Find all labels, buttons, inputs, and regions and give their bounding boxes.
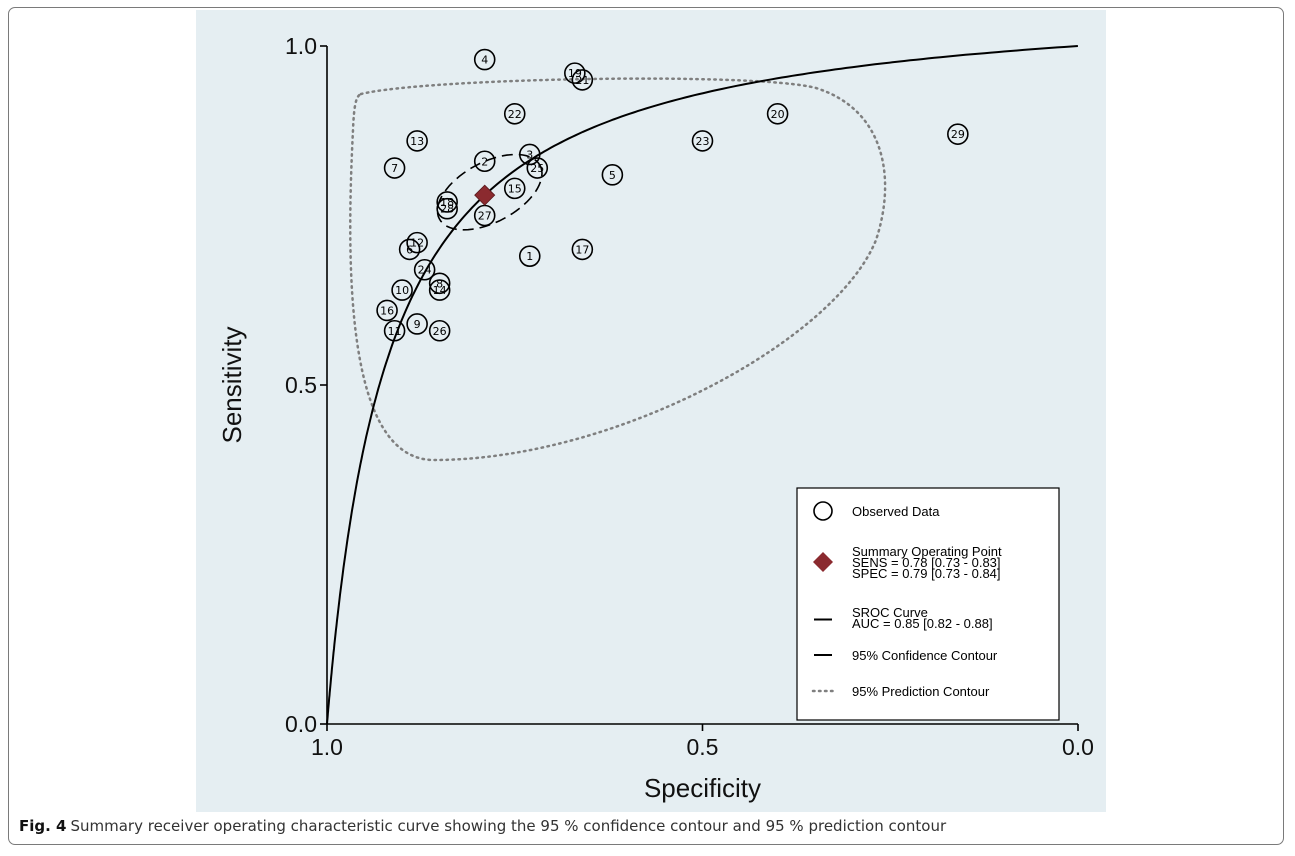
plot-layer: 1234567891011121314151617181920212223242… bbox=[326, 45, 1078, 724]
observed-point-15: 15 bbox=[503, 177, 526, 200]
observed-point-9: 9 bbox=[406, 313, 428, 335]
observed-label: 23 bbox=[696, 135, 710, 148]
observed-label: 4 bbox=[481, 54, 488, 67]
observed-label: 20 bbox=[771, 108, 785, 121]
observed-label: 21 bbox=[575, 74, 589, 87]
observed-label: 11 bbox=[388, 325, 402, 338]
legend-text: SPEC = 0.79 [0.73 - 0.84] bbox=[852, 566, 1001, 581]
observed-point-12: 12 bbox=[406, 231, 428, 254]
observed-label: 15 bbox=[508, 182, 522, 195]
observed-label: 14 bbox=[433, 284, 447, 297]
observed-label: 9 bbox=[414, 318, 421, 331]
axes-layer: 0.0 0.5 1.0 1.0 0.5 0.0 Specificity Sensitivity bbox=[217, 33, 1094, 803]
x-tick-label: 1.0 bbox=[311, 734, 343, 760]
observed-label: 8 bbox=[436, 277, 443, 290]
sroc-curve bbox=[326, 45, 1078, 724]
observed-label: 17 bbox=[575, 243, 589, 256]
legend: Observed Data Summary Operating PointSENS… bbox=[796, 487, 1060, 721]
observed-point-24: 24 bbox=[413, 258, 436, 281]
figure-caption: Fig. 4 Summary receiver operating charact… bbox=[19, 817, 1269, 835]
observed-point-5: 5 bbox=[601, 164, 624, 186]
observed-label: 1 bbox=[526, 250, 533, 263]
observed-point-25: 25 bbox=[526, 157, 549, 179]
legend-text: Observed Data bbox=[852, 504, 940, 519]
caption-text: Summary receiver operating characteristi… bbox=[70, 817, 947, 835]
observed-point-22: 22 bbox=[503, 103, 526, 125]
legend-text: 95% Confidence Contour bbox=[852, 648, 998, 663]
legend-entry-confidence: 95% Confidence Contour bbox=[814, 648, 998, 663]
observed-label: 25 bbox=[530, 162, 544, 175]
observed-point-4: 4 bbox=[473, 48, 496, 71]
observed-label: 16 bbox=[380, 304, 394, 317]
caption-label: Fig. 4 bbox=[19, 817, 67, 835]
observed-point-2: 2 bbox=[473, 150, 496, 173]
observed-point-13: 13 bbox=[406, 130, 428, 152]
legend-text: SENS = 0.78 [0.73 - 0.83] bbox=[852, 555, 1001, 570]
observed-point-29: 29 bbox=[947, 123, 969, 145]
observed-point-26: 26 bbox=[428, 319, 451, 342]
sroc-chart: 1234567891011121314151617181920212223242… bbox=[196, 10, 1106, 812]
legend-box bbox=[796, 487, 1060, 721]
prediction-contour bbox=[349, 77, 887, 462]
observed-point-14: 14 bbox=[428, 279, 451, 301]
legend-text: AUC = 0.85 [0.82 - 0.88] bbox=[852, 616, 993, 631]
observed-label: 10 bbox=[395, 284, 409, 297]
observed-label: 28 bbox=[440, 203, 454, 216]
legend-entry-prediction: 95% Prediction Contour bbox=[811, 684, 990, 699]
observed-point-17: 17 bbox=[571, 238, 594, 261]
figure-frame bbox=[8, 7, 1284, 845]
observed-point-11: 11 bbox=[383, 319, 406, 342]
observed-label: 5 bbox=[609, 169, 616, 182]
y-tick-label: 1.0 bbox=[285, 33, 317, 59]
x-axis-title: Specificity bbox=[644, 773, 761, 803]
observed-label: 7 bbox=[391, 162, 398, 175]
observed-point-7: 7 bbox=[383, 157, 406, 179]
observed-point-16: 16 bbox=[376, 299, 398, 322]
legend-entry-observed: Observed Data bbox=[813, 501, 940, 521]
observed-point-28: 28 bbox=[436, 197, 458, 220]
observed-label: 27 bbox=[478, 210, 492, 223]
observed-label: 26 bbox=[433, 325, 447, 338]
observed-point-8: 8 bbox=[428, 272, 451, 295]
observed-label: 13 bbox=[410, 135, 424, 148]
observed-label: 22 bbox=[508, 108, 522, 121]
observed-point-10: 10 bbox=[391, 279, 413, 301]
observed-label: 29 bbox=[951, 128, 965, 141]
x-tick-label: 0.0 bbox=[1062, 734, 1094, 760]
y-tick-label: 0.5 bbox=[285, 372, 317, 398]
x-tick-label: 0.5 bbox=[687, 734, 719, 760]
observed-point-3: 3 bbox=[518, 143, 541, 166]
observed-label: 12 bbox=[410, 237, 424, 250]
y-tick-label: 0.0 bbox=[285, 711, 317, 737]
confidence-contour bbox=[436, 153, 543, 231]
legend-text: SROC Curve bbox=[852, 605, 928, 620]
observed-label: 24 bbox=[418, 264, 432, 277]
observed-point-1: 1 bbox=[518, 245, 541, 267]
observed-point-21: 21 bbox=[571, 69, 594, 91]
observed-label: 2 bbox=[481, 155, 488, 168]
observed-point-23: 23 bbox=[691, 130, 714, 152]
legend-text: Summary Operating Point bbox=[852, 544, 1002, 559]
summary-operating-point bbox=[474, 184, 496, 206]
y-axis-title: Sensitivity bbox=[217, 326, 247, 443]
legend-text: 95% Prediction Contour bbox=[852, 684, 990, 699]
observed-label: 3 bbox=[526, 148, 533, 161]
observed-point-20: 20 bbox=[766, 103, 789, 125]
